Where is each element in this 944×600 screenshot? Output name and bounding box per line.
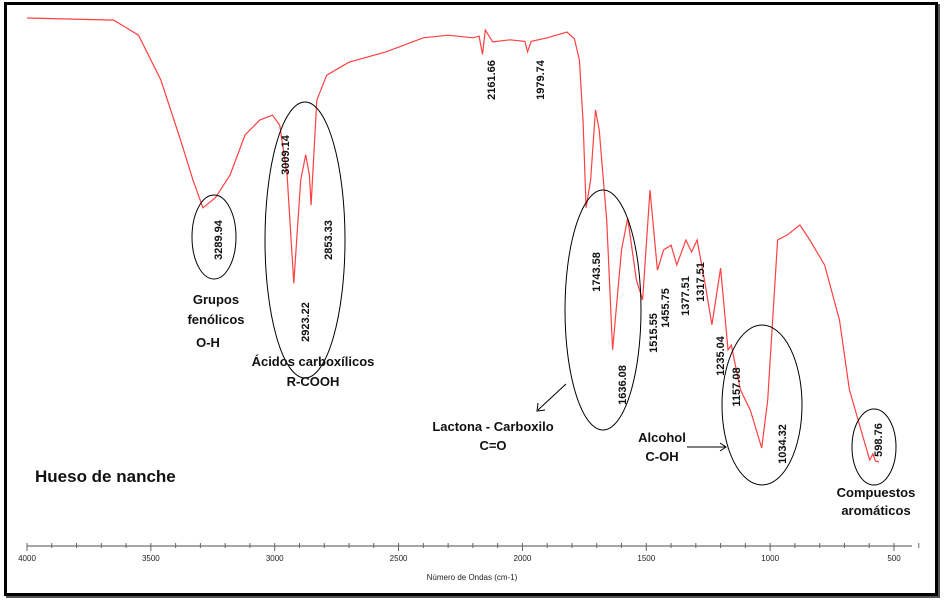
annotation-acidos-2: R-COOH <box>287 374 340 389</box>
peak-label: 1317.51 <box>695 262 707 302</box>
ellipse-acidos <box>264 101 346 379</box>
annotation-lactona-1: Lactona - Carboxilo <box>432 419 553 434</box>
x-axis-ticks: 4000 3500 3000 2500 2000 1500 1000 500 <box>18 543 920 563</box>
x-tick-label: 2500 <box>390 554 408 563</box>
ellipse-lactona <box>564 189 642 431</box>
peak-label: 1743.58 <box>591 252 603 292</box>
annotation-lactona-2: C=O <box>479 438 506 453</box>
arrowhead-alcohol <box>719 442 727 452</box>
x-tick-label: 3000 <box>266 554 284 563</box>
arrow-lactona <box>537 383 567 411</box>
chart-title: Hueso de nanche <box>35 467 176 486</box>
peak-label: 3289.94 <box>213 219 225 260</box>
peak-label: 2161.66 <box>486 60 498 100</box>
annotation-aromaticos-2: aromáticos <box>841 503 910 518</box>
x-tick-label: 4000 <box>18 554 36 563</box>
x-tick-label: 1000 <box>761 554 779 563</box>
annotation-aromaticos-1: Compuestos <box>837 485 916 500</box>
peak-label: 598.76 <box>873 423 885 457</box>
chart-frame <box>4 2 938 596</box>
peak-label: 1636.08 <box>617 365 629 405</box>
peak-label: 2923.22 <box>300 302 312 342</box>
peak-label: 3009.14 <box>280 134 292 175</box>
annotation-alcohol-2: C-OH <box>645 449 678 464</box>
peak-label: 1515.55 <box>648 313 660 353</box>
x-tick-label: 2000 <box>514 554 532 563</box>
annotation-fenolicos-1: Grupos <box>193 292 239 307</box>
peak-label: 2853.33 <box>323 220 335 260</box>
ellipse-fenolicos <box>191 194 237 280</box>
annotation-alcohol-1: Alcohol <box>638 430 686 445</box>
annotation-acidos-1: Ácidos carboxílicos <box>252 354 375 369</box>
spectrum-line <box>26 17 880 463</box>
peak-label: 1455.75 <box>660 288 672 328</box>
peak-label: 1377.51 <box>680 276 692 316</box>
ellipse-aromaticos <box>851 408 897 486</box>
ellipse-alcohol <box>721 324 803 486</box>
x-tick-label: 1500 <box>637 554 655 563</box>
arrowhead-lactona <box>536 402 546 412</box>
peak-label: 1235.04 <box>715 335 727 376</box>
x-tick-label: 500 <box>887 554 901 563</box>
x-tick-label: 3500 <box>142 554 160 563</box>
x-axis-label: Número de Ondas (cm-1) <box>427 573 518 582</box>
peak-label: 1157.08 <box>731 367 743 406</box>
annotation-fenolicos-2: fenólicos <box>187 312 244 327</box>
annotation-fenolicos-3: O-H <box>196 335 220 350</box>
peak-label: 1979.74 <box>535 59 547 100</box>
peak-label: 1034.32 <box>777 424 789 464</box>
